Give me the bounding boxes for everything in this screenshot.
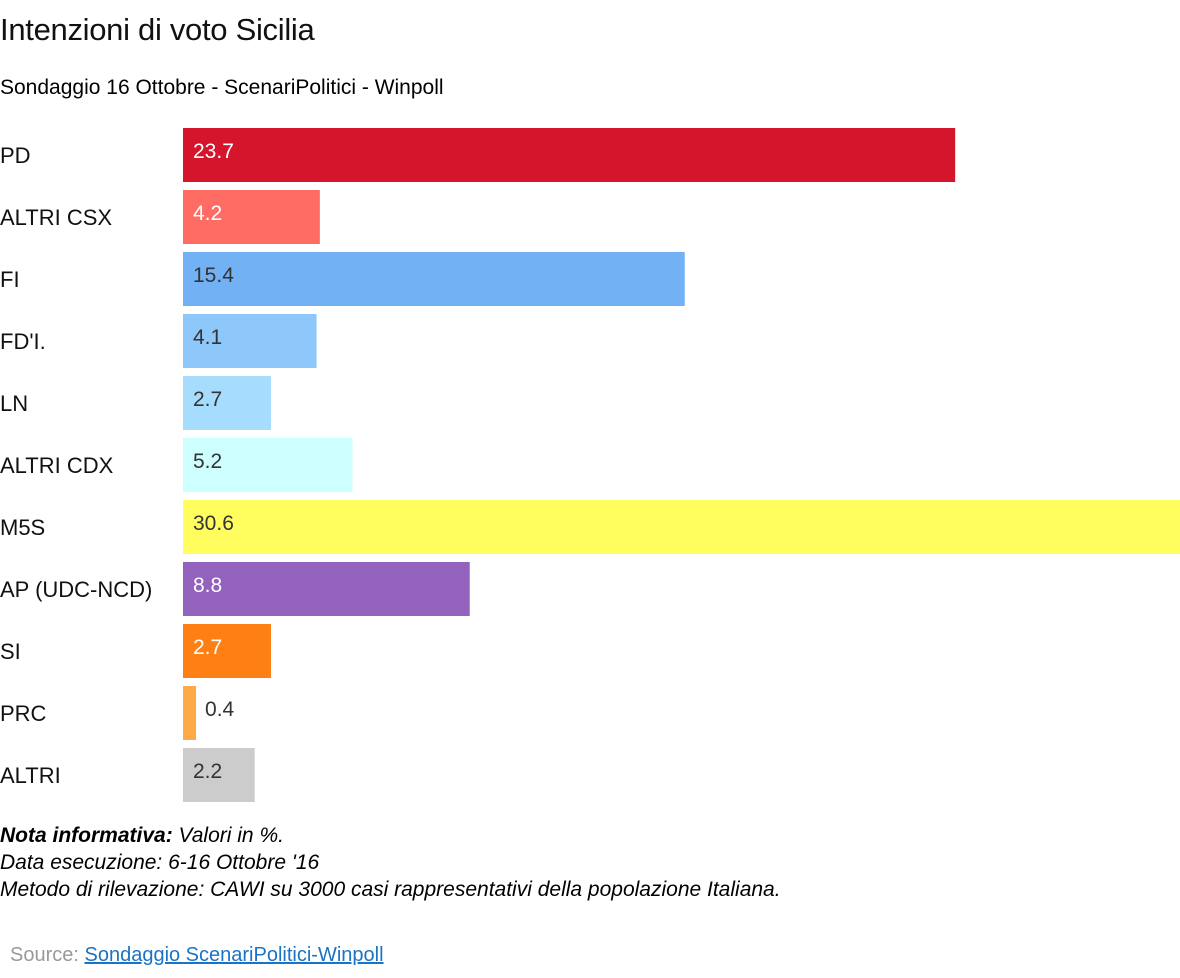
category-label-fd-i: FD'I. <box>0 329 46 354</box>
value-label-ap-udc-ncd: 8.8 <box>193 574 222 597</box>
category-label-fi: FI <box>0 267 20 292</box>
notes-line-3: Metodo di rilevazione: CAWI su 3000 casi… <box>0 878 781 901</box>
bar-ln <box>183 376 271 430</box>
bar-chart: PD 23.7 ALTRI CSX 4.2 FI 15.4 FD'I. 4.1 LN 2.7 ALT… <box>0 128 1180 802</box>
bar-si <box>183 624 271 678</box>
notes: Nota informativa: Valori in %. Data esec… <box>0 822 781 903</box>
source: Source: Sondaggio ScenariPolitici-Winpol… <box>10 944 384 967</box>
value-label-prc: 0.4 <box>205 698 235 721</box>
value-label-ln: 2.7 <box>193 388 222 411</box>
bar-altri-csx <box>183 190 320 244</box>
bar-altri-cdx <box>183 438 353 492</box>
bar-fd-i <box>183 314 317 368</box>
category-label-ap-udc-ncd: AP (UDC-NCD) <box>0 577 152 602</box>
chart-subtitle: Sondaggio 16 Ottobre - ScenariPolitici -… <box>0 76 444 99</box>
notes-line-1: Nota informativa: Valori in %. <box>0 822 781 849</box>
value-label-si: 2.7 <box>193 636 222 659</box>
category-label-altri-cdx: ALTRI CDX <box>0 453 114 478</box>
category-label-m5s: M5S <box>0 515 45 540</box>
notes-line-1-text: Valori in %. <box>172 824 284 847</box>
source-link[interactable]: Sondaggio ScenariPolitici-Winpoll <box>84 944 384 966</box>
value-label-altri: 2.2 <box>193 760 222 783</box>
bar-ap-udc-ncd <box>183 562 470 616</box>
category-label-si: SI <box>0 639 21 664</box>
category-label-ln: LN <box>0 391 28 416</box>
notes-bold-label: Nota informativa: <box>0 824 173 847</box>
category-label-prc: PRC <box>0 701 47 726</box>
value-label-pd: 23.7 <box>193 140 234 163</box>
notes-line-2: Data esecuzione: 6-16 Ottobre '16 <box>0 851 320 874</box>
value-label-fi: 15.4 <box>193 264 234 287</box>
chart-title: Intenzioni di voto Sicilia <box>0 12 315 47</box>
category-label-altri-csx: ALTRI CSX <box>0 205 112 230</box>
source-label: Source: <box>10 944 85 966</box>
bar-fi <box>183 252 685 306</box>
value-label-m5s: 30.6 <box>193 512 234 535</box>
category-label-pd: PD <box>0 143 31 168</box>
value-label-fd-i: 4.1 <box>193 326 222 349</box>
category-label-altri: ALTRI <box>0 763 61 788</box>
bar-m5s <box>183 500 1180 554</box>
bar-pd <box>183 128 956 182</box>
value-label-altri-cdx: 5.2 <box>193 450 222 473</box>
bar-altri <box>183 748 255 802</box>
bar-prc <box>183 686 197 740</box>
value-label-altri-csx: 4.2 <box>193 202 222 225</box>
